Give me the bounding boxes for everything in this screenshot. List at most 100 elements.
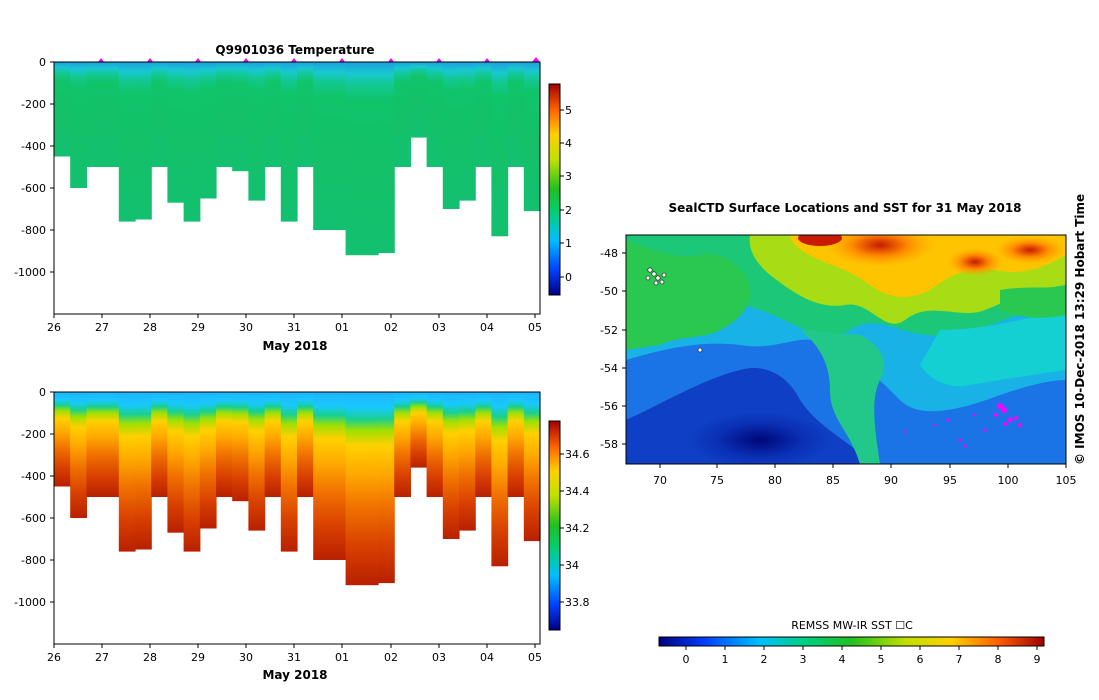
salinity-profile-column [442, 392, 460, 539]
temperature-profile-column [426, 62, 444, 167]
temperature-y-tick: -200 [21, 98, 46, 111]
temperature-profile-column [297, 62, 314, 167]
salinity-colorbar: 33.8 34 34.2 34.4 34.6 [548, 420, 590, 631]
sst-y-tick: -58 [600, 438, 618, 451]
temperature-profile-column [118, 62, 136, 222]
temperature-profile-column [378, 62, 395, 254]
temperature-profile-column [280, 62, 298, 222]
imos-timestamp-label: © IMOS 10-Dec-2018 13:29 Hobart Time [1073, 194, 1087, 465]
temperature-x-axis: 26 27 28 29 30 31 01 02 03 04 05 May 201… [47, 314, 542, 353]
salinity-profile-column [216, 392, 233, 497]
temperature-profiles [54, 62, 541, 256]
salinity-y-tick: -1000 [14, 596, 46, 609]
temperature-colorbar-tick: 3 [565, 170, 572, 183]
salinity-x-tick: 05 [528, 651, 542, 664]
temperature-colorbar: 0 1 2 3 4 5 [548, 83, 572, 296]
salinity-profile-column [264, 392, 282, 497]
sst-colorbar-tick: 6 [917, 653, 924, 666]
salinity-profile-column [297, 392, 314, 497]
temperature-surface-markers [98, 57, 540, 62]
temperature-profile-column [523, 62, 541, 212]
salinity-colorbar-gradient [548, 420, 561, 631]
sst-y-tick: -54 [600, 362, 618, 375]
temperature-colorbar-gradient [548, 83, 561, 296]
temperature-x-tick: 02 [384, 321, 398, 334]
sst-x-tick: 85 [826, 474, 840, 487]
salinity-profile-column [118, 392, 136, 552]
salinity-y-tick: 0 [39, 386, 46, 399]
temperature-section-panel: Q9901036 Temperature 0 -200 -400 -600 -8… [14, 43, 572, 353]
sst-map-panel: SealCTD Surface Locations and SST for 31… [600, 194, 1087, 666]
temperature-y-tick: -400 [21, 140, 46, 153]
salinity-profile-column [86, 392, 104, 497]
temperature-y-axis: 0 -200 -400 -600 -800 -1000 [14, 56, 54, 279]
sst-x-tick: 105 [1056, 474, 1077, 487]
sst-colorbar-tick: 1 [722, 653, 729, 666]
sst-colorbar: REMSS MW-IR SST ☐C 0 1 2 3 4 5 6 7 8 9 [658, 619, 1045, 666]
salinity-profile-column [426, 392, 444, 497]
temperature-colorbar-tick: 2 [565, 204, 572, 217]
sst-colorbar-tick: 7 [956, 653, 963, 666]
salinity-y-tick: -400 [21, 470, 46, 483]
sst-map-title: SealCTD Surface Locations and SST for 31… [668, 201, 1021, 215]
sst-colorbar-label: REMSS MW-IR SST ☐C [791, 619, 913, 632]
salinity-profile-column [523, 392, 541, 542]
salinity-x-axis: 26 27 28 29 30 31 01 02 03 04 05 May 201… [47, 644, 542, 682]
temperature-x-tick: 29 [191, 321, 205, 334]
temperature-x-tick: 27 [95, 321, 109, 334]
temperature-profile-column [475, 62, 492, 167]
salinity-profile-column [410, 392, 428, 468]
salinity-x-tick: 04 [480, 651, 494, 664]
temperature-y-tick: 0 [39, 56, 46, 69]
temperature-colorbar-tick: 4 [565, 137, 572, 150]
sst-colorbar-gradient [658, 636, 1045, 647]
temperature-profile-column [313, 62, 330, 230]
temperature-profile-column [199, 62, 217, 199]
temperature-colorbar-tick: 5 [565, 104, 572, 117]
salinity-profile-column [361, 392, 379, 586]
salinity-y-tick: -600 [21, 512, 46, 525]
sst-colorbar-tick: 8 [995, 653, 1002, 666]
salinity-colorbar-tick: 34.6 [565, 448, 590, 461]
sst-y-tick: -52 [600, 324, 618, 337]
salinity-profile-column [248, 392, 266, 531]
temperature-x-label: May 2018 [262, 339, 327, 353]
salinity-profile-column [199, 392, 217, 529]
temperature-profile-column [394, 62, 411, 167]
float-track-markers [645, 267, 1022, 448]
salinity-x-tick: 29 [191, 651, 205, 664]
salinity-colorbar-tick: 34.2 [565, 522, 590, 535]
temperature-chart-title: Q9901036 Temperature [215, 43, 374, 57]
temperature-profile-column [345, 62, 363, 256]
salinity-colorbar-tick: 34.4 [565, 485, 590, 498]
sst-y-tick: -48 [600, 247, 618, 260]
salinity-y-tick: -200 [21, 428, 46, 441]
salinity-profile-column [102, 392, 120, 497]
salinity-section-panel: 0 -200 -400 -600 -800 -1000 26 27 28 29 … [14, 386, 589, 682]
sst-colorbar-tick: 9 [1034, 653, 1041, 666]
sst-colorbar-tick: 2 [761, 653, 768, 666]
temperature-colorbar-tick: 1 [565, 237, 572, 250]
temperature-profile-column [442, 62, 460, 209]
salinity-profile-column [313, 392, 330, 560]
temperature-profile-column [459, 62, 476, 201]
salinity-profiles [54, 392, 541, 586]
temperature-profile-column [491, 62, 509, 237]
salinity-profile-column [280, 392, 298, 552]
temperature-profile-column [329, 62, 347, 230]
salinity-x-tick: 01 [335, 651, 349, 664]
sst-colorbar-tick: 4 [839, 653, 846, 666]
salinity-y-axis: 0 -200 -400 -600 -800 -1000 [14, 386, 54, 609]
temperature-profile-column [151, 62, 168, 167]
temperature-y-tick: -600 [21, 182, 46, 195]
salinity-profile-column [491, 392, 509, 567]
temperature-y-tick: -800 [21, 224, 46, 237]
temperature-x-tick: 03 [432, 321, 446, 334]
sst-x-tick: 70 [653, 474, 667, 487]
salinity-colorbar-tick: 34 [565, 559, 579, 572]
salinity-colorbar-tick: 33.8 [565, 596, 590, 609]
temperature-profile-column [86, 62, 104, 167]
temperature-profile-column [102, 62, 120, 167]
temperature-profile-column [507, 62, 525, 167]
